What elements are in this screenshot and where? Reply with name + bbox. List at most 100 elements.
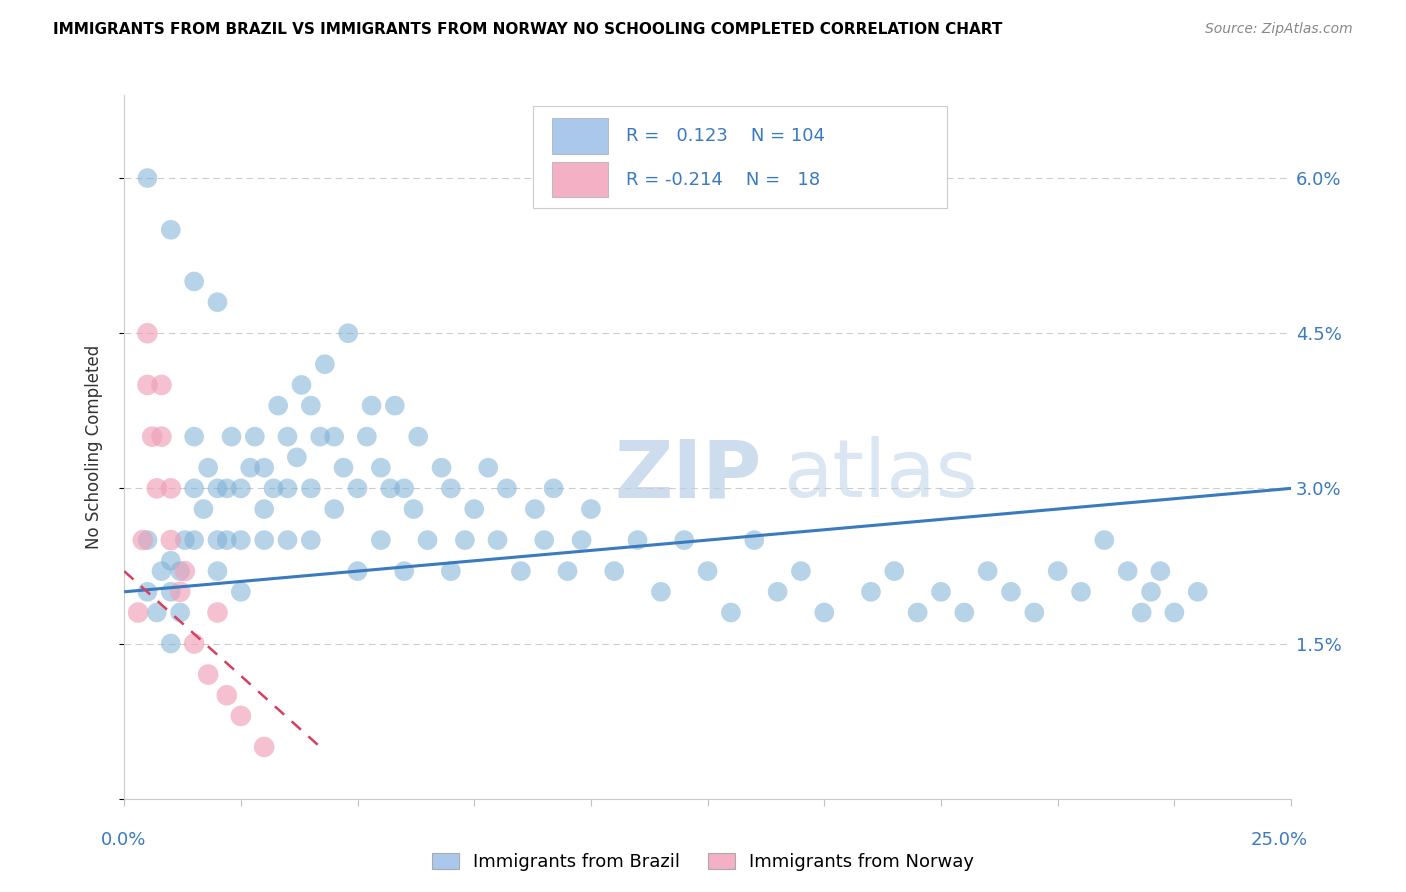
Point <box>136 171 159 186</box>
Point <box>1130 606 1153 620</box>
Point <box>309 430 332 444</box>
Point <box>332 460 354 475</box>
Point <box>127 606 149 620</box>
Y-axis label: No Schooling Completed: No Schooling Completed <box>86 345 103 549</box>
Point <box>229 709 252 723</box>
Point <box>440 481 463 495</box>
Point <box>392 481 415 495</box>
Text: ZIP: ZIP <box>614 436 762 514</box>
Point <box>221 430 243 444</box>
Point <box>215 481 238 495</box>
Point <box>136 533 159 547</box>
Point <box>1149 564 1171 578</box>
Text: 0.0%: 0.0% <box>101 831 146 849</box>
Point <box>197 460 219 475</box>
Point <box>384 399 406 413</box>
Point <box>496 481 519 495</box>
Point <box>285 450 308 465</box>
Point <box>183 430 205 444</box>
Text: atlas: atlas <box>783 436 977 514</box>
Point <box>197 667 219 681</box>
Point <box>215 533 238 547</box>
Point <box>173 564 195 578</box>
Point <box>136 326 159 341</box>
Point <box>299 533 322 547</box>
Point <box>416 533 439 547</box>
Point <box>1070 584 1092 599</box>
Point <box>323 502 346 516</box>
Point <box>392 564 415 578</box>
Point <box>253 533 276 547</box>
Point <box>720 606 742 620</box>
Point <box>276 481 298 495</box>
Point <box>136 378 159 392</box>
Point <box>146 606 169 620</box>
Text: Source: ZipAtlas.com: Source: ZipAtlas.com <box>1205 22 1353 37</box>
Point <box>543 481 565 495</box>
Point <box>253 502 276 516</box>
Point <box>626 533 648 547</box>
Point <box>323 430 346 444</box>
Point <box>267 399 290 413</box>
Text: R = -0.214    N =   18: R = -0.214 N = 18 <box>626 170 820 188</box>
Point <box>159 584 181 599</box>
Point <box>263 481 285 495</box>
Point <box>1000 584 1022 599</box>
Point <box>290 378 312 392</box>
Point <box>976 564 998 578</box>
Point <box>159 481 181 495</box>
Legend: Immigrants from Brazil, Immigrants from Norway: Immigrants from Brazil, Immigrants from … <box>425 846 981 879</box>
Point <box>150 564 173 578</box>
Point <box>299 399 322 413</box>
Point <box>380 481 402 495</box>
Point <box>136 584 159 599</box>
Point <box>360 399 382 413</box>
Point <box>1046 564 1069 578</box>
Point <box>523 502 546 516</box>
Point <box>243 430 266 444</box>
Point <box>215 688 238 702</box>
Point <box>486 533 509 547</box>
Point <box>370 533 392 547</box>
Point <box>430 460 453 475</box>
Point <box>159 554 181 568</box>
Point <box>571 533 593 547</box>
Point <box>169 564 191 578</box>
Text: 25.0%: 25.0% <box>1250 831 1308 849</box>
Point <box>557 564 579 578</box>
Text: IMMIGRANTS FROM BRAZIL VS IMMIGRANTS FROM NORWAY NO SCHOOLING COMPLETED CORRELAT: IMMIGRANTS FROM BRAZIL VS IMMIGRANTS FRO… <box>53 22 1002 37</box>
Point <box>229 481 252 495</box>
Point <box>579 502 602 516</box>
Point <box>742 533 765 547</box>
Point <box>183 481 205 495</box>
Point <box>159 223 181 237</box>
FancyBboxPatch shape <box>553 119 609 153</box>
Point <box>314 357 336 371</box>
Point <box>509 564 531 578</box>
Point <box>169 584 191 599</box>
Point <box>253 460 276 475</box>
Point <box>766 584 789 599</box>
Point <box>207 606 229 620</box>
Point <box>477 460 499 475</box>
Point <box>907 606 929 620</box>
Point <box>533 533 555 547</box>
Point <box>146 481 169 495</box>
Point <box>132 533 155 547</box>
Point <box>207 533 229 547</box>
Point <box>150 378 173 392</box>
Point <box>790 564 813 578</box>
Point <box>276 533 298 547</box>
Point <box>150 430 173 444</box>
Point <box>1116 564 1139 578</box>
Point <box>159 533 181 547</box>
Point <box>1024 606 1046 620</box>
Point <box>193 502 215 516</box>
Point <box>696 564 718 578</box>
Point <box>953 606 976 620</box>
Point <box>346 564 368 578</box>
Point <box>276 430 298 444</box>
Point <box>370 460 392 475</box>
Point <box>207 481 229 495</box>
Point <box>1187 584 1209 599</box>
